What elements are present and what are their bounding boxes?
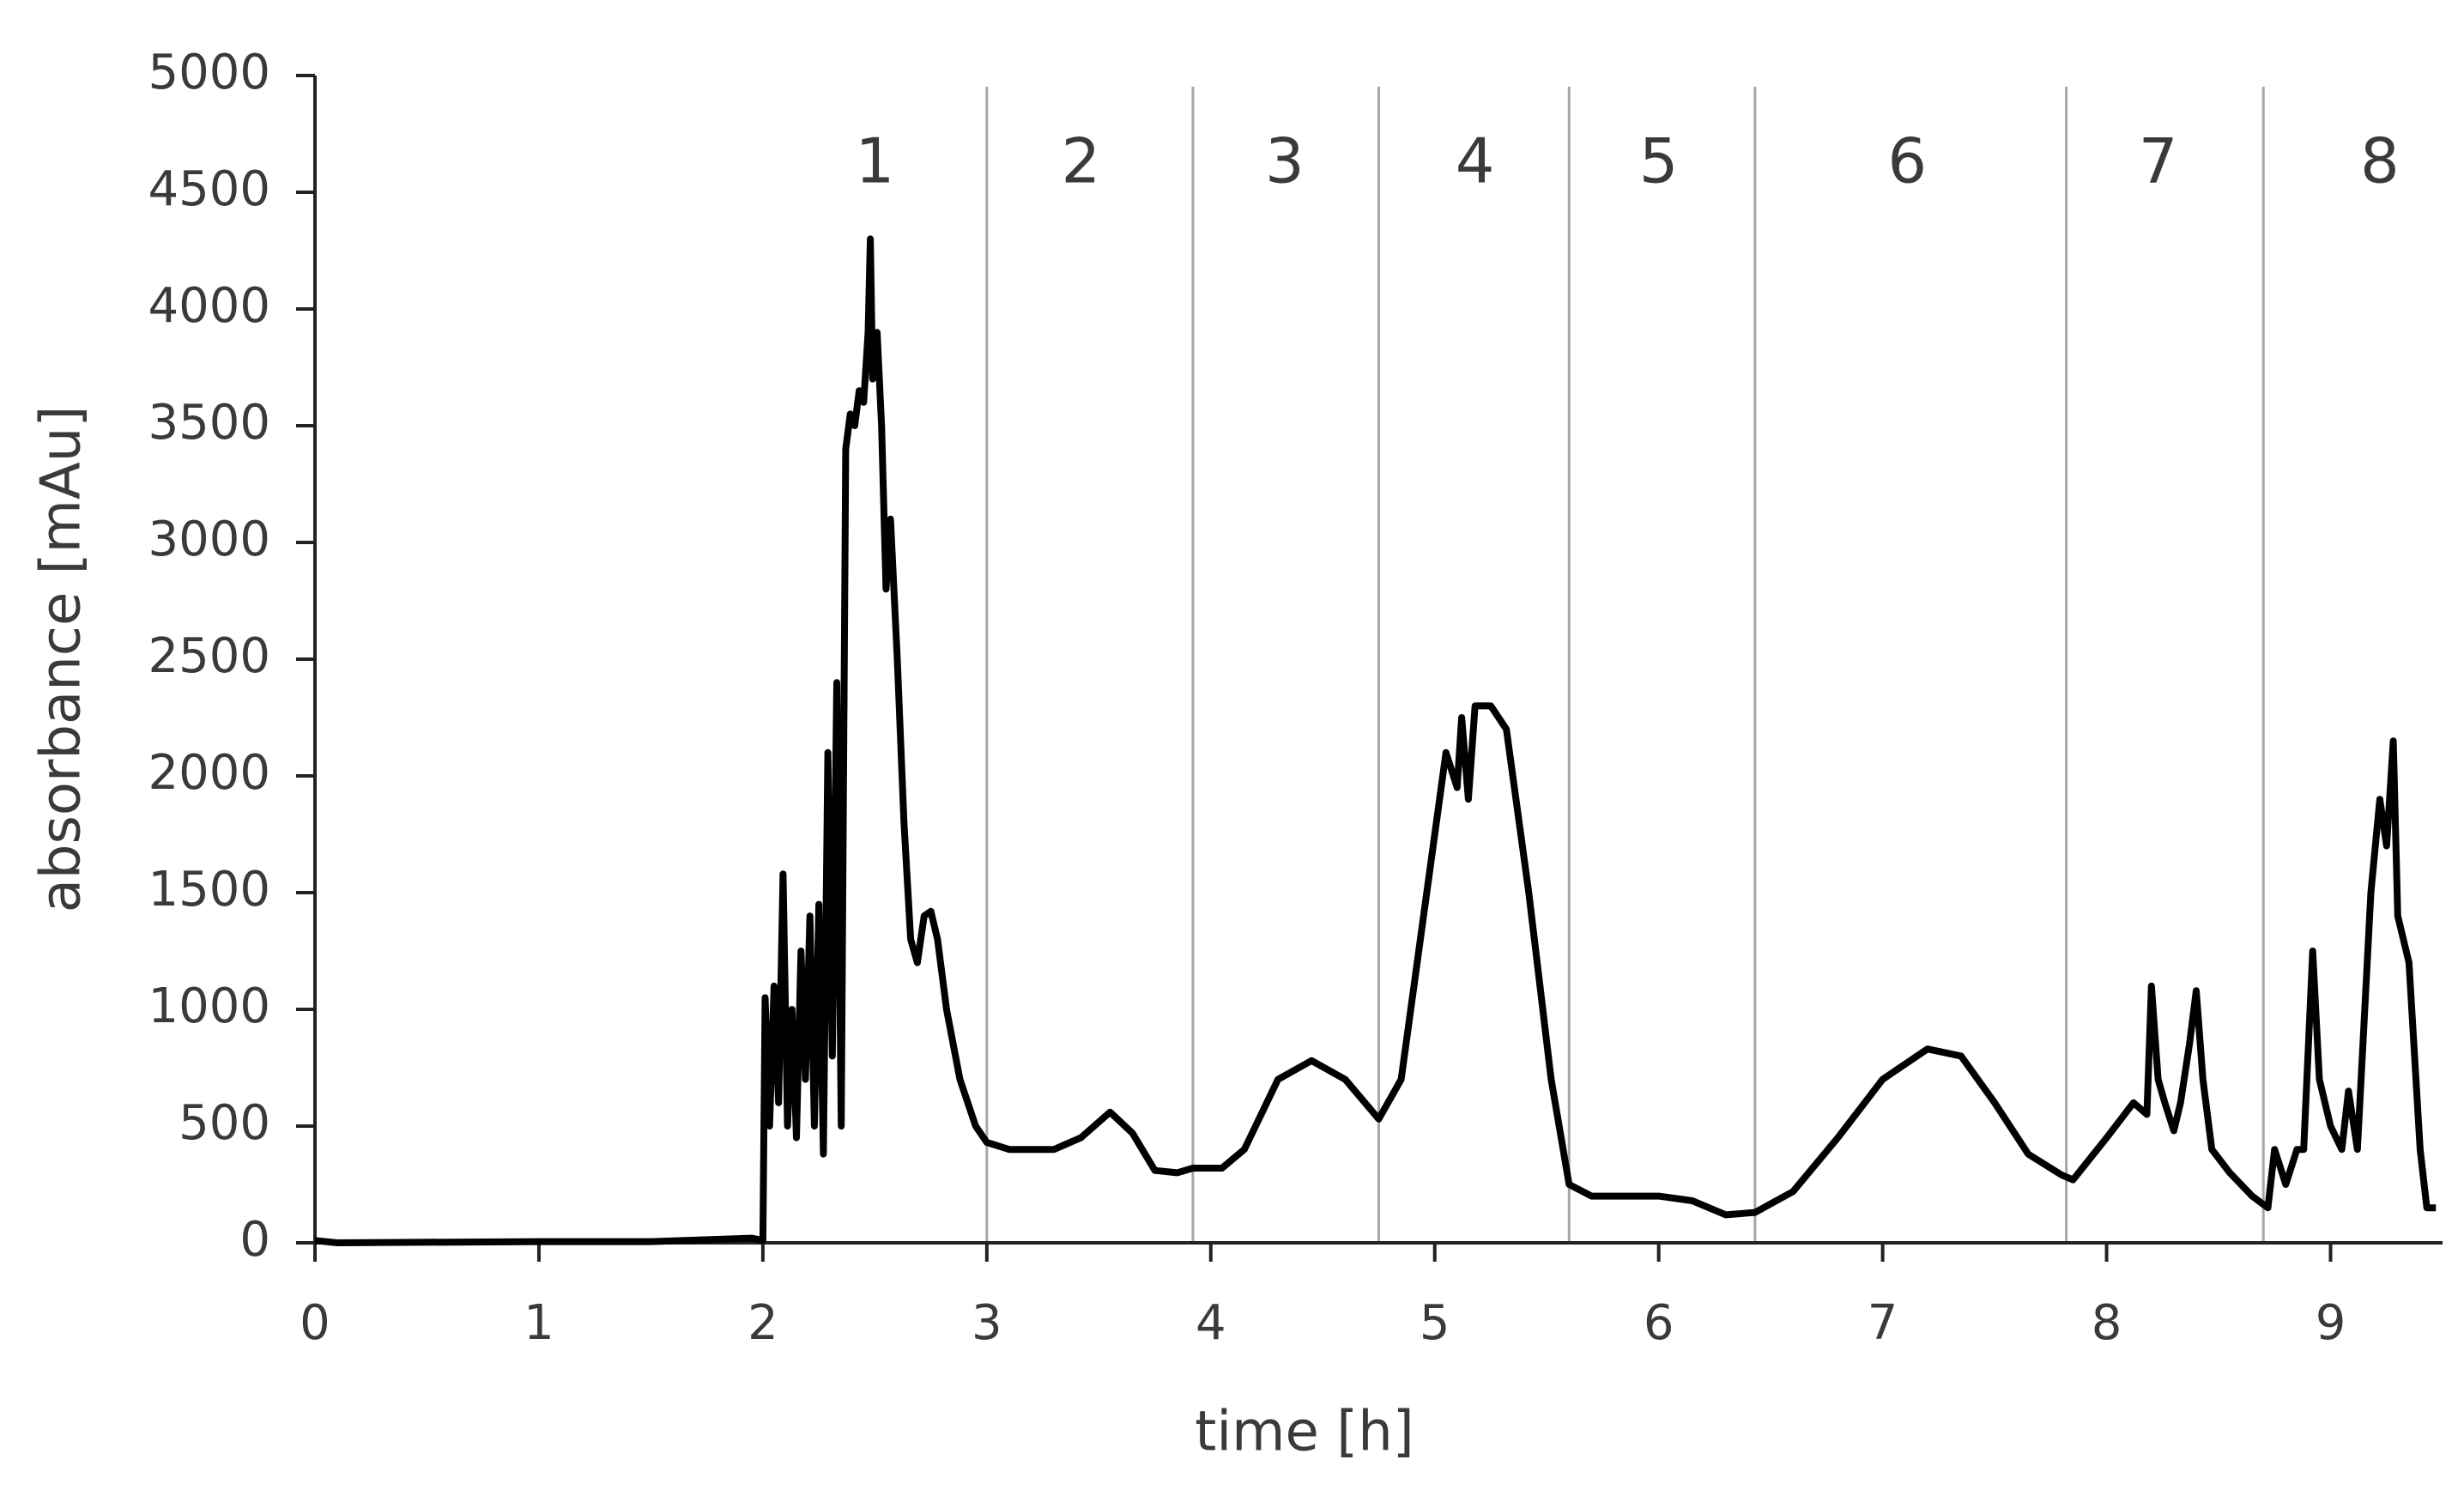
x-tick-label: 6	[1644, 1295, 1674, 1351]
x-axis-title: time [h]	[1195, 1401, 1414, 1464]
y-tick-label: 1500	[148, 862, 270, 918]
y-tick-label: 3000	[148, 512, 270, 567]
x-tick-label: 0	[300, 1295, 330, 1351]
fraction-label: 7	[2139, 125, 2178, 197]
x-tick-label: 8	[2092, 1295, 2122, 1351]
x-tick-label: 3	[972, 1295, 1002, 1351]
y-tick-label: 1000	[148, 978, 270, 1034]
fraction-label: 5	[1639, 125, 1679, 197]
fraction-label: 6	[1887, 125, 1927, 197]
y-tick-label: 4000	[148, 278, 270, 334]
y-tick-label: 500	[179, 1095, 270, 1151]
x-tick-label: 5	[1420, 1295, 1450, 1351]
fraction-label: 3	[1265, 125, 1305, 197]
fraction-label: 8	[2360, 125, 2400, 197]
x-tick-label: 2	[748, 1295, 778, 1351]
data-line	[314, 235, 2437, 1246]
x-tick-label: 4	[1196, 1295, 1226, 1351]
y-tick-label: 5000	[148, 45, 270, 100]
y-tick-label: 2000	[148, 745, 270, 801]
fraction-label: 4	[1456, 125, 1495, 197]
y-tick-label: 0	[239, 1212, 270, 1268]
y-tick-label: 3500	[148, 395, 270, 451]
x-tick-label: 7	[1868, 1295, 1898, 1351]
x-tick-label: 1	[524, 1295, 554, 1351]
y-tick-label: 4500	[148, 161, 270, 217]
x-tick-label: 9	[2316, 1295, 2346, 1351]
fraction-label: 1	[855, 125, 894, 197]
y-tick-label: 2500	[148, 628, 270, 684]
fraction-label: 2	[1062, 125, 1101, 197]
y-axis-title: absorbance [mAu]	[30, 406, 94, 913]
